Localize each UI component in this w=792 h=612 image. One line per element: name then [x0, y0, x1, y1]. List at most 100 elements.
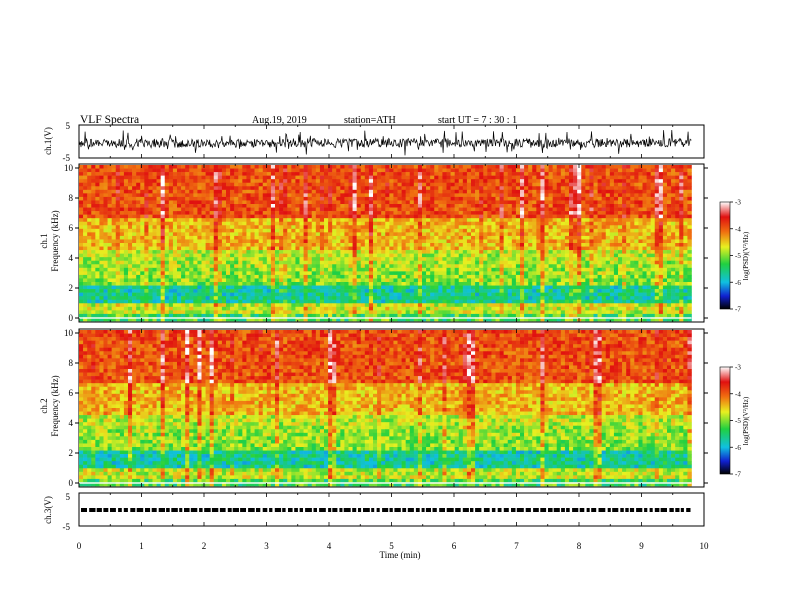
- spectrogram-cell: [279, 218, 284, 223]
- spectrogram-cell: [466, 228, 472, 233]
- spectrogram-cell: [613, 264, 619, 269]
- spectrogram-cell: [254, 253, 259, 258]
- spectrogram-cell: [123, 232, 129, 237]
- spectrogram-cell: [177, 182, 182, 187]
- spectrogram-cell: [487, 179, 492, 184]
- spectrogram-cell: [266, 172, 272, 176]
- spectrogram-cell: [471, 165, 476, 169]
- spectrogram-cell: [275, 165, 280, 169]
- spectrogram-cell: [466, 165, 472, 169]
- spectrogram-cell: [213, 232, 219, 237]
- spectrogram-cell: [605, 182, 611, 187]
- spectrogram-cell: [450, 204, 455, 208]
- spectrogram-cell: [507, 200, 513, 205]
- spectrogram-cell: [589, 182, 594, 187]
- spectrogram-cell: [111, 207, 117, 212]
- spectrogram-cell: [115, 175, 121, 180]
- spectrogram-cell: [144, 200, 149, 205]
- spectrogram-cell: [283, 168, 288, 173]
- spectrogram-cell: [495, 257, 500, 262]
- spectrogram-cell: [242, 204, 247, 208]
- spectrogram-cell: [654, 253, 660, 258]
- spectrogram-cell: [295, 250, 300, 254]
- spectrogram-cell: [434, 271, 439, 276]
- spectrogram-cell: [491, 246, 496, 251]
- spectrogram-cell: [397, 207, 402, 212]
- spectrogram-cell: [352, 179, 357, 184]
- spectrogram-cell: [458, 179, 464, 184]
- spectrogram-cell: [140, 278, 145, 283]
- spectrogram-cell: [119, 239, 125, 244]
- spectrogram-cell: [344, 260, 349, 265]
- spectrogram-cell: [364, 250, 370, 254]
- spectrogram-cell: [556, 179, 562, 184]
- spectrogram-cell: [491, 228, 496, 233]
- spectrogram-cell: [654, 175, 660, 180]
- spectrogram-cell: [295, 196, 300, 201]
- spectrogram-cell: [630, 257, 635, 262]
- spectrogram-cell: [103, 257, 108, 262]
- spectrogram-cell: [266, 175, 272, 180]
- spectrogram-cell: [332, 228, 337, 233]
- spectrogram-cell: [646, 264, 651, 269]
- spectrogram-cell: [238, 200, 243, 205]
- spectrogram-cell: [360, 274, 366, 279]
- spectrogram-cell: [136, 168, 141, 173]
- spectrogram-cell: [152, 257, 157, 262]
- spectrogram-cell: [560, 278, 566, 283]
- spectrogram-cell: [658, 172, 664, 176]
- spectrogram-cell: [107, 196, 112, 201]
- spectrogram-cell: [79, 186, 84, 191]
- spectrogram-cell: [446, 193, 451, 198]
- spectrogram-cell: [103, 278, 108, 283]
- spectrogram-cell: [389, 228, 394, 233]
- spectrogram-cell: [242, 232, 247, 237]
- spectrogram-cell: [589, 278, 594, 283]
- spectrogram-cell: [144, 243, 149, 247]
- spectrogram-cell: [544, 243, 549, 247]
- spectrogram-cell: [630, 172, 635, 176]
- spectrogram-cell: [364, 260, 370, 265]
- spectrogram-cell: [450, 243, 455, 247]
- spectrogram-cell: [650, 175, 656, 180]
- spectrogram-cell: [654, 172, 660, 176]
- spectrogram-cell: [140, 221, 145, 226]
- spectrogram-cell: [360, 239, 366, 244]
- spectrogram-cell: [581, 264, 586, 269]
- spectrogram-cell: [564, 257, 570, 262]
- spectrogram-cell: [634, 204, 639, 208]
- spectrogram-cell: [156, 218, 161, 223]
- spectrogram-cell: [368, 172, 374, 176]
- spectrogram-cell: [311, 225, 317, 230]
- spectrogram-cell: [295, 267, 300, 272]
- spectrogram-cell: [132, 218, 137, 223]
- spectrogram-cell: [683, 228, 688, 233]
- spectrogram-cell: [197, 168, 202, 173]
- spectrogram-cell: [389, 221, 394, 226]
- spectrogram-cell: [413, 207, 419, 212]
- spectrogram-cell: [270, 274, 276, 279]
- spectrogram-cell: [687, 193, 692, 198]
- spectrogram-cell: [221, 271, 227, 276]
- spectrogram-cell: [675, 246, 680, 251]
- spectrogram-cell: [152, 168, 157, 173]
- spectrogram-cell: [605, 214, 611, 219]
- spectrogram-cell: [340, 250, 345, 254]
- spectrogram-cell: [99, 193, 104, 198]
- spectrogram-cell: [638, 196, 643, 201]
- spectrogram-cell: [209, 271, 215, 276]
- spectrogram-cell: [373, 165, 378, 169]
- spectrogram-cell: [426, 257, 431, 262]
- spectrogram-cell: [177, 221, 182, 226]
- spectrogram-cell: [128, 243, 133, 247]
- spectrogram-cell: [209, 221, 215, 226]
- spectrogram-cell: [401, 204, 406, 208]
- spectrogram-cell: [667, 260, 672, 265]
- spectrogram-cell: [201, 204, 206, 208]
- spectrogram-cell: [609, 228, 615, 233]
- spectrogram-cell: [475, 204, 480, 208]
- spectrogram-cell: [401, 264, 406, 269]
- spectrogram-cell: [226, 165, 231, 169]
- spectrogram-cell: [91, 260, 96, 265]
- spectrogram-cell: [483, 168, 488, 173]
